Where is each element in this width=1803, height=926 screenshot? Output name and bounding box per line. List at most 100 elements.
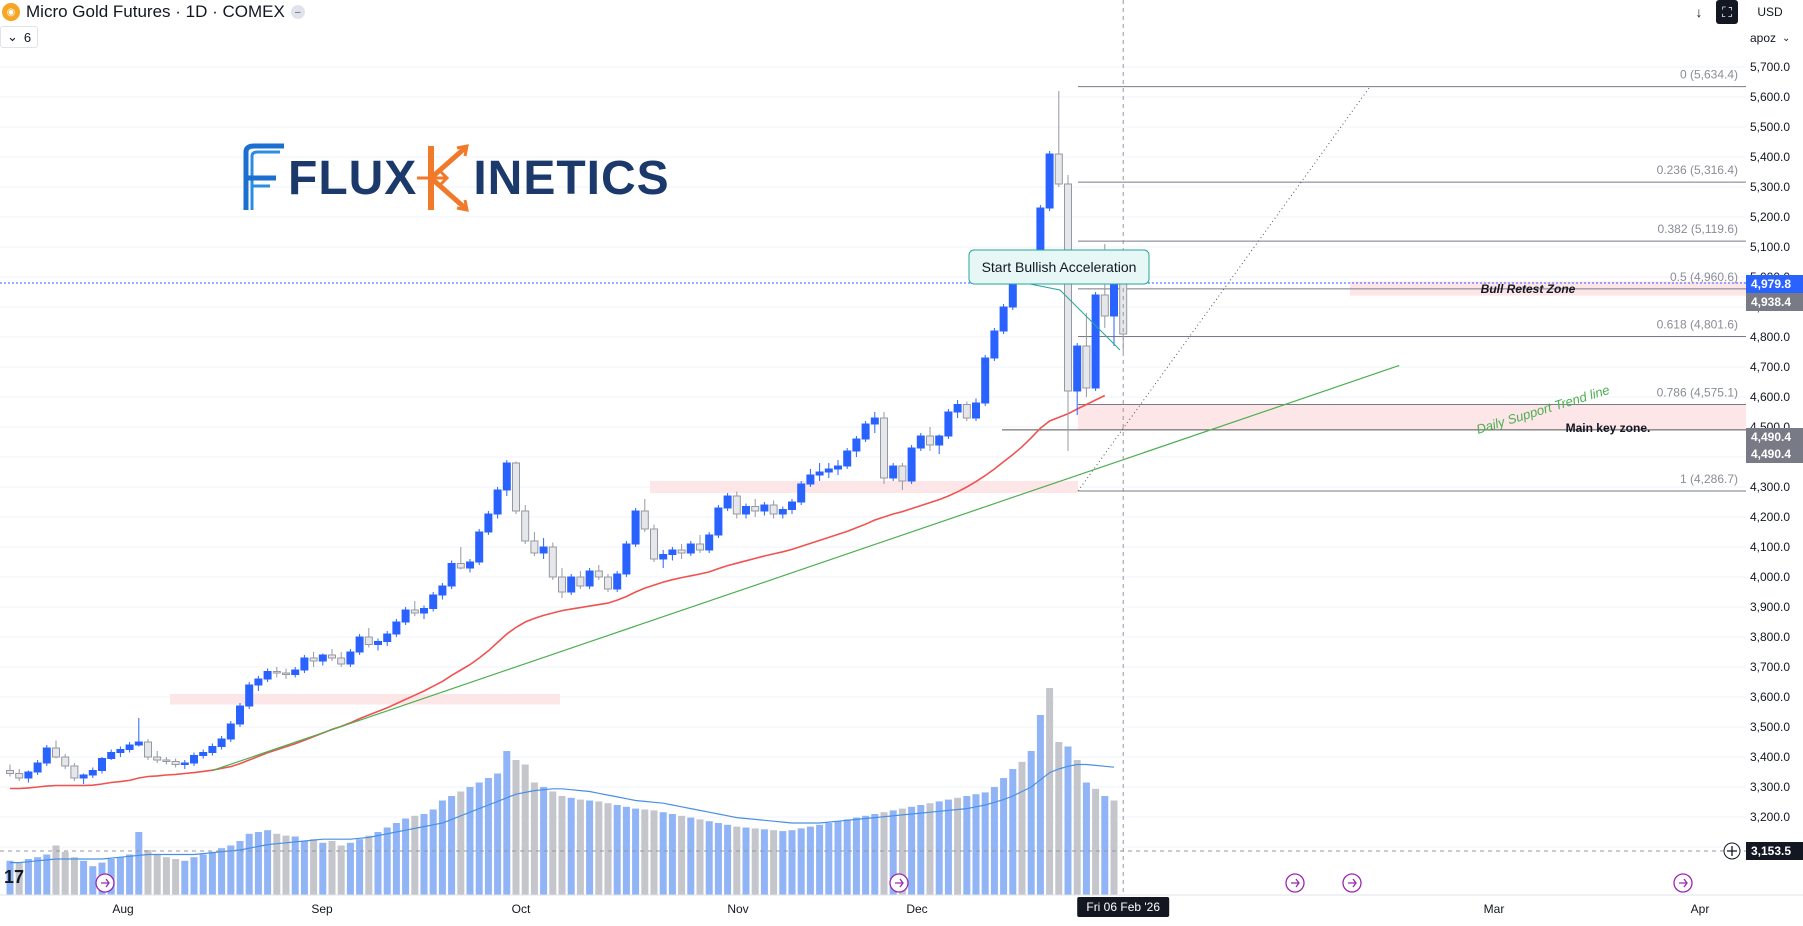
volume-bar — [236, 841, 244, 895]
volume-bar — [1101, 796, 1109, 895]
candle-body — [328, 654, 336, 659]
candle-body — [383, 633, 392, 642]
candle-body — [696, 543, 704, 551]
candle-body — [622, 543, 631, 575]
volume-bar — [770, 830, 778, 895]
callout-text: Start Bullish Acceleration — [982, 259, 1137, 275]
volume-bar — [24, 859, 32, 895]
candle-body — [79, 774, 88, 779]
trend-line[interactable] — [212, 364, 1400, 772]
candle-body — [539, 546, 548, 554]
time-axis[interactable]: AugSepOctNovDec2026MarAprFri 06 Feb '261… — [0, 867, 1803, 921]
volume-bar — [144, 850, 152, 895]
candle-body — [861, 423, 870, 440]
price-label-text: 3,153.5 — [1751, 844, 1791, 858]
candle-body — [263, 671, 272, 680]
volume-bar — [834, 821, 842, 895]
candle-body — [926, 435, 934, 446]
candle-body — [677, 549, 686, 554]
scale-mode-selector[interactable]: apoz ⌄ — [1750, 26, 1802, 50]
candle-body — [521, 510, 530, 542]
indicator-count: 6 — [23, 29, 32, 45]
candle-body — [824, 468, 833, 473]
candle-body — [217, 738, 226, 747]
fibonacci-retracement[interactable]: 0 (5,634.4) 0.236 (5,316.4) 0.382 (5,119.6… — [1002, 68, 1746, 492]
volume-bar — [1018, 761, 1026, 895]
download-icon[interactable]: ↓ — [1695, 4, 1703, 20]
volume-bar — [705, 821, 713, 895]
volume-bar — [328, 841, 336, 895]
fib-label-0.618: 0.618 (4,801.6) — [1657, 318, 1738, 332]
fib-label-0.786: 0.786 (4,575.1) — [1657, 385, 1738, 399]
bull-zone-label: Bull Retest Zone — [1481, 282, 1576, 296]
volume-bar — [457, 791, 465, 895]
price-tick-label: 4,200.0 — [1750, 510, 1790, 524]
main-zone-label: Main key zone. — [1566, 421, 1651, 435]
indicators-toggle[interactable]: ⌄ 6 — [0, 26, 39, 48]
volume-bar — [512, 760, 520, 895]
fib-label-0.236: 0.236 (5,316.4) — [1657, 163, 1738, 177]
volume-bar — [245, 833, 253, 895]
price-label-text: 4,490.4 — [1751, 430, 1791, 444]
price-axis[interactable]: 3,100.03,200.03,300.03,400.03,500.03,600… — [1723, 0, 1803, 921]
candle-body — [236, 705, 244, 725]
candle-body — [300, 657, 309, 671]
volume-bar — [668, 814, 676, 895]
price-label-box — [1746, 275, 1803, 293]
crosshair-date-label: Fri 06 Feb '26 — [1086, 900, 1160, 914]
volume-bar — [733, 826, 741, 895]
volume-bar — [908, 806, 916, 895]
candle-body — [806, 474, 815, 485]
currency-selector[interactable]: USD — [1757, 5, 1783, 19]
price-label-text: 4,938.4 — [1751, 295, 1791, 309]
volume-bar — [806, 826, 814, 895]
event-marker-arrow — [101, 878, 110, 888]
volume-bar — [880, 812, 888, 895]
volume-bar — [310, 839, 318, 895]
candle-body — [576, 576, 585, 587]
volume-bar — [1036, 715, 1044, 895]
candle-body — [870, 417, 879, 425]
fullscreen-icon[interactable]: ⛶ — [1716, 0, 1738, 24]
volume-bar — [1073, 760, 1081, 895]
candle-body — [880, 417, 888, 479]
volume-bar — [549, 791, 557, 895]
candle-body — [456, 563, 465, 569]
volume-bar — [521, 764, 529, 895]
volume-bar — [981, 792, 989, 895]
candle-body — [512, 462, 520, 512]
candle-body — [852, 438, 861, 452]
volume-bar — [632, 808, 640, 895]
candle-body — [981, 357, 990, 404]
volume-bar — [788, 830, 796, 895]
candle-body — [429, 594, 438, 609]
daily-support-trend-line — [212, 364, 1400, 772]
candle-body — [1091, 294, 1100, 389]
annotations[interactable]: Start Bullish Acceleration Bull Retest Zo… — [0, 0, 1746, 895]
volume-bar — [162, 857, 170, 895]
volume-bar — [1046, 688, 1054, 895]
volume-bar — [34, 857, 42, 895]
price-label-text: 4,490.4 — [1751, 447, 1791, 461]
symbol-title[interactable]: Micro Gold Futures · 1D · COMEX — [26, 2, 285, 21]
price-tick-label: 5,400.0 — [1750, 150, 1790, 164]
price-tick-label: 4,000.0 — [1750, 570, 1790, 584]
crosshair-date-box — [1077, 897, 1170, 917]
volume-bar — [337, 845, 345, 895]
k-arrows-icon — [417, 144, 470, 212]
volume-bar — [172, 859, 180, 895]
volume-bar — [356, 839, 364, 895]
volume-bar — [1064, 746, 1072, 895]
gold-coin-icon: ◉ — [2, 3, 20, 21]
volume-bar — [696, 819, 704, 895]
volume-bar — [6, 860, 14, 895]
volume-bar — [852, 817, 860, 895]
volume-bar — [282, 835, 290, 895]
candle-body — [751, 506, 760, 512]
volume-bar — [153, 854, 161, 895]
candle-body — [190, 755, 198, 764]
volume-bar — [714, 823, 722, 895]
candle-body — [309, 657, 318, 662]
collapse-icon[interactable]: – — [290, 5, 305, 19]
